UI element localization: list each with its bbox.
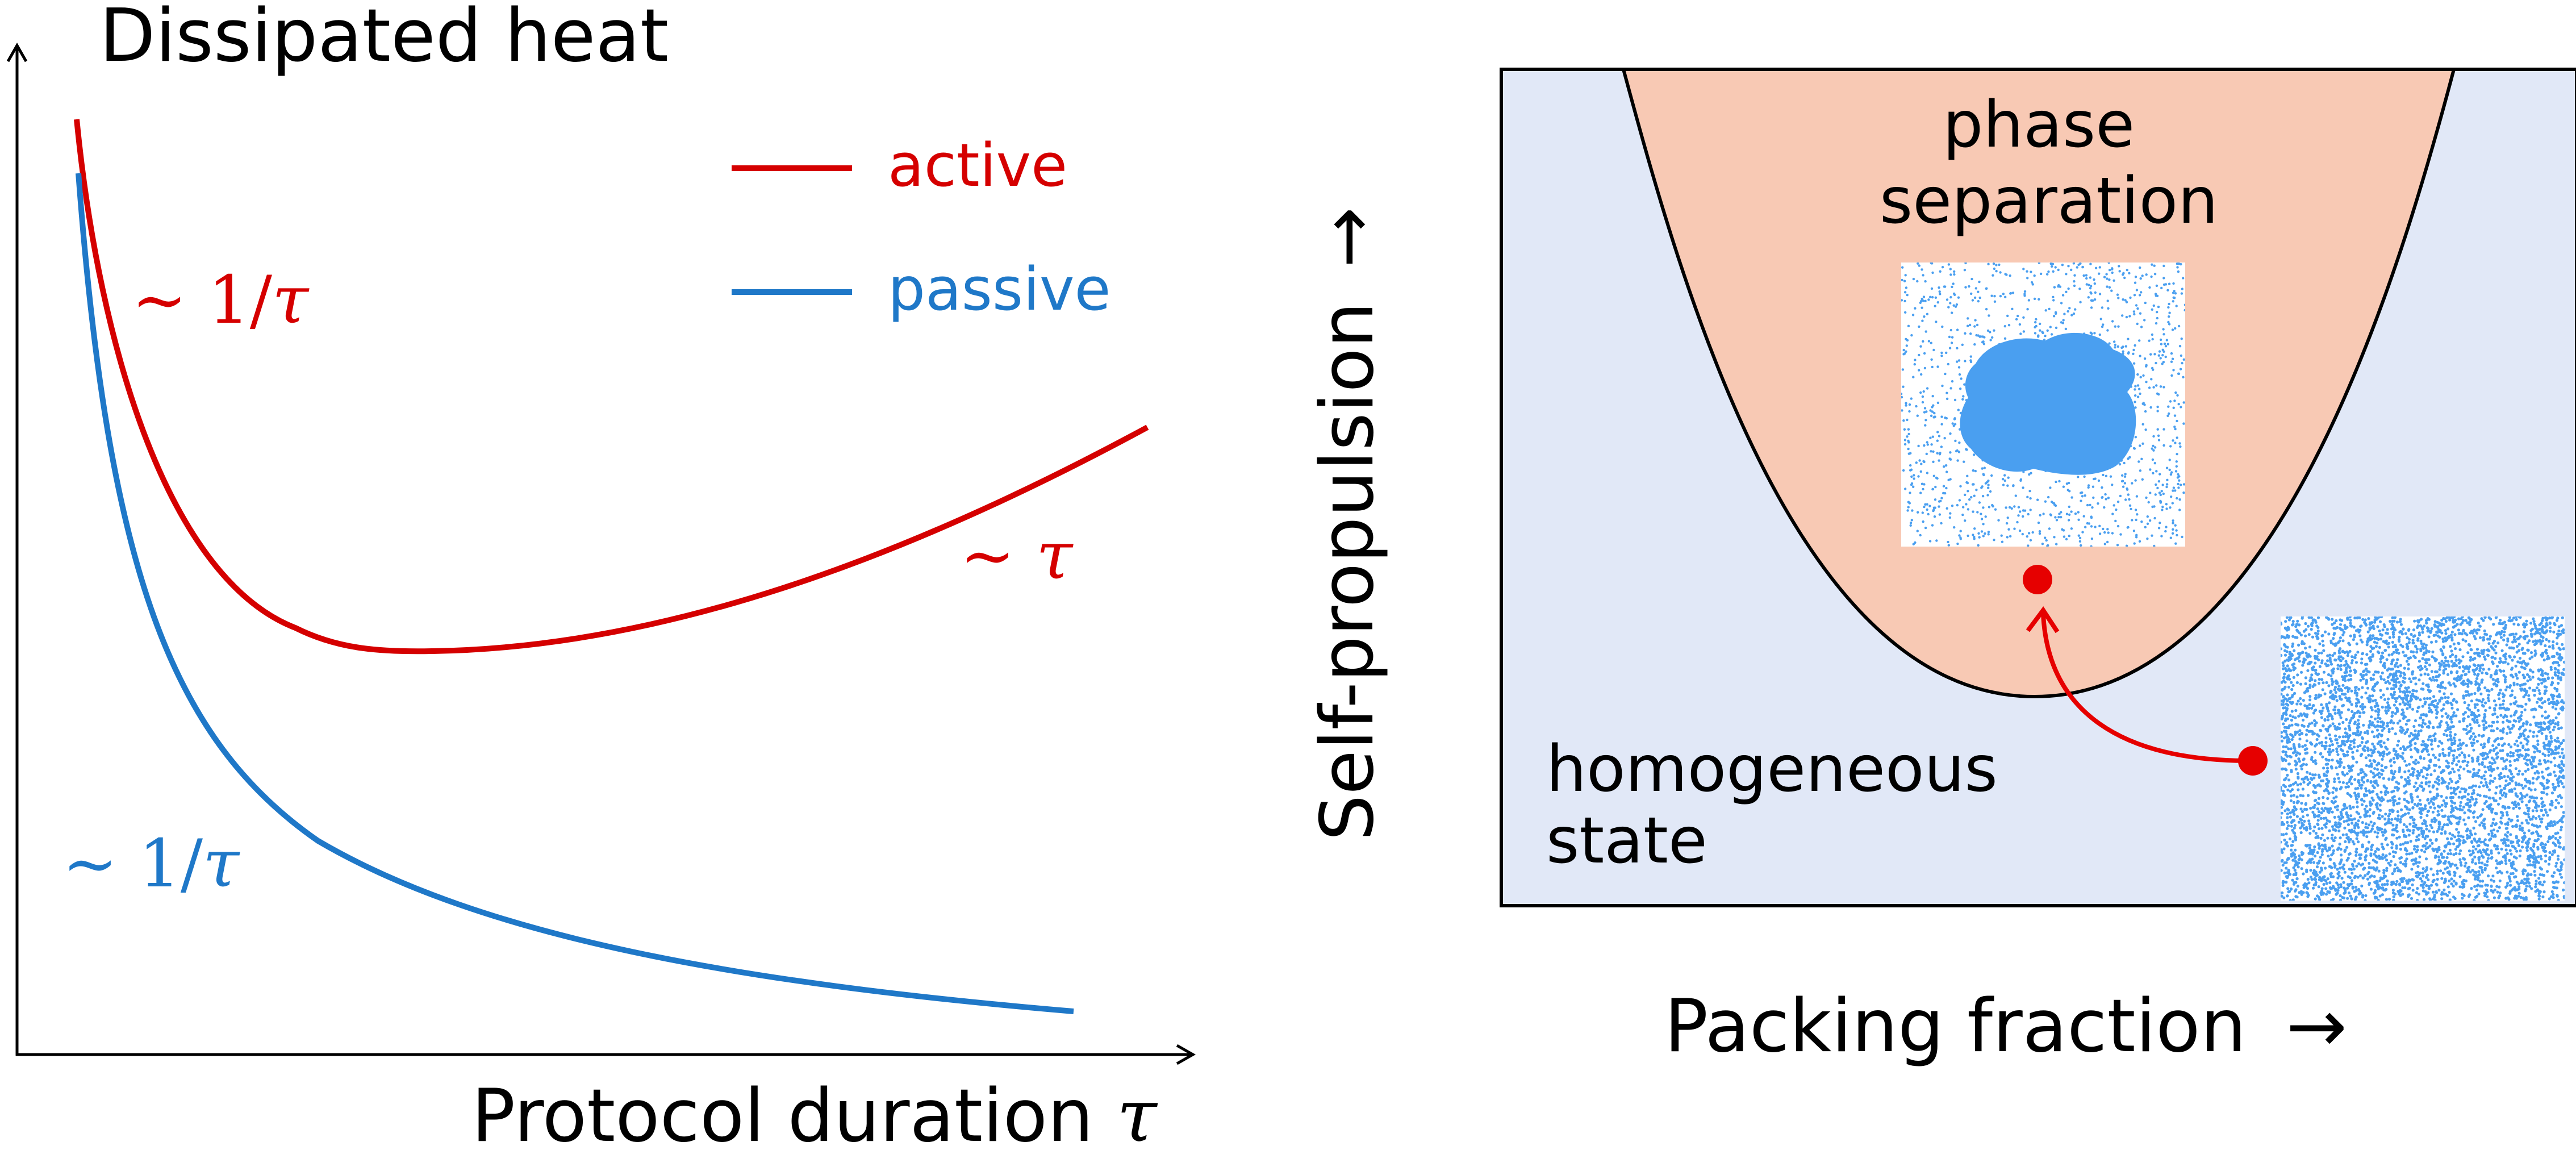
active-curve [74,119,1149,655]
y-axis-label: Dissipated heat [99,0,669,78]
transition-arrow [2041,613,2253,764]
x-axis-label-text: Protocol duration [471,1074,1093,1150]
passive-curve [76,173,1074,1014]
y-axis-arrowhead [6,42,28,63]
legend-active-label: active [888,131,1067,200]
legend: active passive [732,131,1111,324]
homogeneous-snapshot [2281,616,2565,901]
homogeneous-state-point [2238,746,2268,776]
transition-arrowhead [2026,606,2060,634]
self-propulsion-label: Self-propulsion→ [1305,207,1390,841]
packing-fraction-label: Packing fraction → [1664,984,2347,1069]
homogeneous-state-label: homogeneous state [1546,732,2018,878]
diagram-frame [1500,68,2576,907]
x-axis-label: Protocol duration τ [471,1074,1158,1150]
phase-separation-label: phase separation [1880,88,2218,238]
dense-cluster [1960,332,2136,475]
active-long-time-scaling: ∼ τ [960,518,1074,594]
x-axis-label-symbol: τ [1117,1074,1158,1150]
x-axis-arrowhead [1176,1044,1196,1065]
phase-diagram: phase separation homogeneous state Self-… [1305,68,2576,1069]
heat-plot: Dissipated heat Protocol duration τ acti… [6,0,1196,1150]
phase-separated-state-point [2023,565,2052,594]
phase-separated-snapshot [1901,262,2185,547]
active-short-time-scaling: ∼ 1/τ [132,262,310,339]
legend-passive-label: passive [888,255,1111,324]
passive-scaling: ∼ 1/τ [62,826,240,902]
